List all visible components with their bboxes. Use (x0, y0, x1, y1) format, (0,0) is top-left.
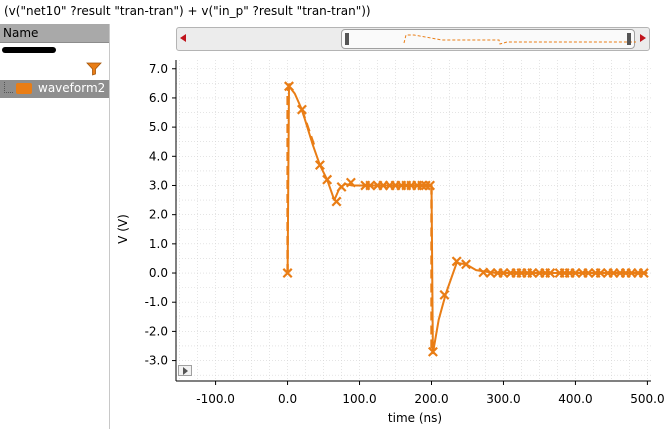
name-header-label: Name (3, 26, 39, 40)
expression-title: (v("net10" ?result "tran-tran") + v("in_… (4, 4, 371, 18)
y-tick-label: 1.0 (149, 237, 168, 251)
data-point-marker[interactable] (282, 268, 293, 279)
waveform-trace-dashed[interactable] (300, 109, 317, 148)
data-point-marker[interactable] (527, 268, 538, 279)
data-point-marker[interactable] (425, 180, 436, 191)
x-tick-label: 300.0 (486, 392, 520, 406)
waveform-plot[interactable]: 7.0 6.0 5.0 4.0 3.0 2.0 1.0 0.0 -1.0 -2.0 -3.0 -100… (110, 56, 670, 426)
y-tick-label: -3.0 (145, 354, 168, 368)
data-point-marker[interactable] (439, 289, 450, 300)
waveform-label: waveform2 (38, 81, 106, 95)
y-tick-label: 7.0 (149, 62, 168, 76)
data-point-marker[interactable] (365, 180, 376, 191)
scroll-thumb[interactable] (341, 29, 636, 49)
data-point-marker[interactable] (417, 180, 428, 191)
data-point-marker[interactable] (284, 81, 294, 92)
y-tick-label: 5.0 (149, 120, 168, 134)
waveform-list-item[interactable]: waveform2 (0, 80, 109, 98)
scroll-grip-right[interactable] (627, 33, 631, 45)
waveform-overview (403, 34, 636, 45)
name-column-header[interactable]: Name (0, 24, 109, 43)
y-tick-label: 0.0 (149, 266, 168, 280)
x-tick-label: 400.0 (558, 392, 592, 406)
filter-funnel-icon[interactable] (86, 62, 102, 76)
data-point-marker[interactable] (461, 259, 472, 270)
scroll-left-arrow-icon[interactable] (180, 34, 186, 42)
y-tick-label: 6.0 (149, 91, 168, 105)
tree-connector (4, 82, 13, 93)
x-tick-label: 500.0 (630, 392, 664, 406)
data-point-marker[interactable] (570, 268, 581, 279)
waveform-browser-panel: Name waveform2 (0, 24, 110, 429)
data-point-marker[interactable] (595, 268, 606, 279)
play-icon[interactable] (178, 365, 192, 376)
x-tick-label: -100.0 (196, 392, 235, 406)
data-point-marker[interactable] (296, 104, 307, 115)
scroll-grip-left[interactable] (345, 33, 349, 45)
y-tick-label: -1.0 (145, 295, 168, 309)
data-point-marker[interactable] (583, 268, 594, 279)
waveform-color-swatch (16, 83, 32, 94)
data-point-marker[interactable] (345, 177, 356, 188)
time-scrollbar[interactable] (176, 27, 650, 51)
data-point-marker[interactable] (331, 196, 342, 207)
x-tick-label: 100.0 (342, 392, 376, 406)
y-tick-label: 3.0 (149, 178, 168, 192)
data-point-marker[interactable] (498, 268, 509, 279)
data-point-marker[interactable] (485, 268, 496, 279)
y-axis-title: V (V) (116, 214, 130, 244)
data-point-marker[interactable] (427, 346, 438, 357)
data-point-marker[interactable] (336, 181, 347, 192)
y-tick-label: 4.0 (149, 149, 168, 163)
redacted-item (2, 47, 56, 53)
x-tick-label: 0.0 (278, 392, 297, 406)
data-point-marker[interactable] (638, 268, 649, 279)
x-tick-label: 200.0 (414, 392, 448, 406)
scroll-right-arrow-icon[interactable] (640, 34, 646, 42)
data-point-marker[interactable] (314, 160, 325, 171)
x-axis-title: time (ns) (387, 411, 443, 425)
data-point-marker[interactable] (322, 174, 333, 185)
data-point-marker[interactable] (545, 268, 556, 279)
y-tick-label: 2.0 (149, 208, 168, 222)
data-point-marker[interactable] (451, 256, 462, 267)
y-tick-label: -2.0 (145, 324, 168, 338)
